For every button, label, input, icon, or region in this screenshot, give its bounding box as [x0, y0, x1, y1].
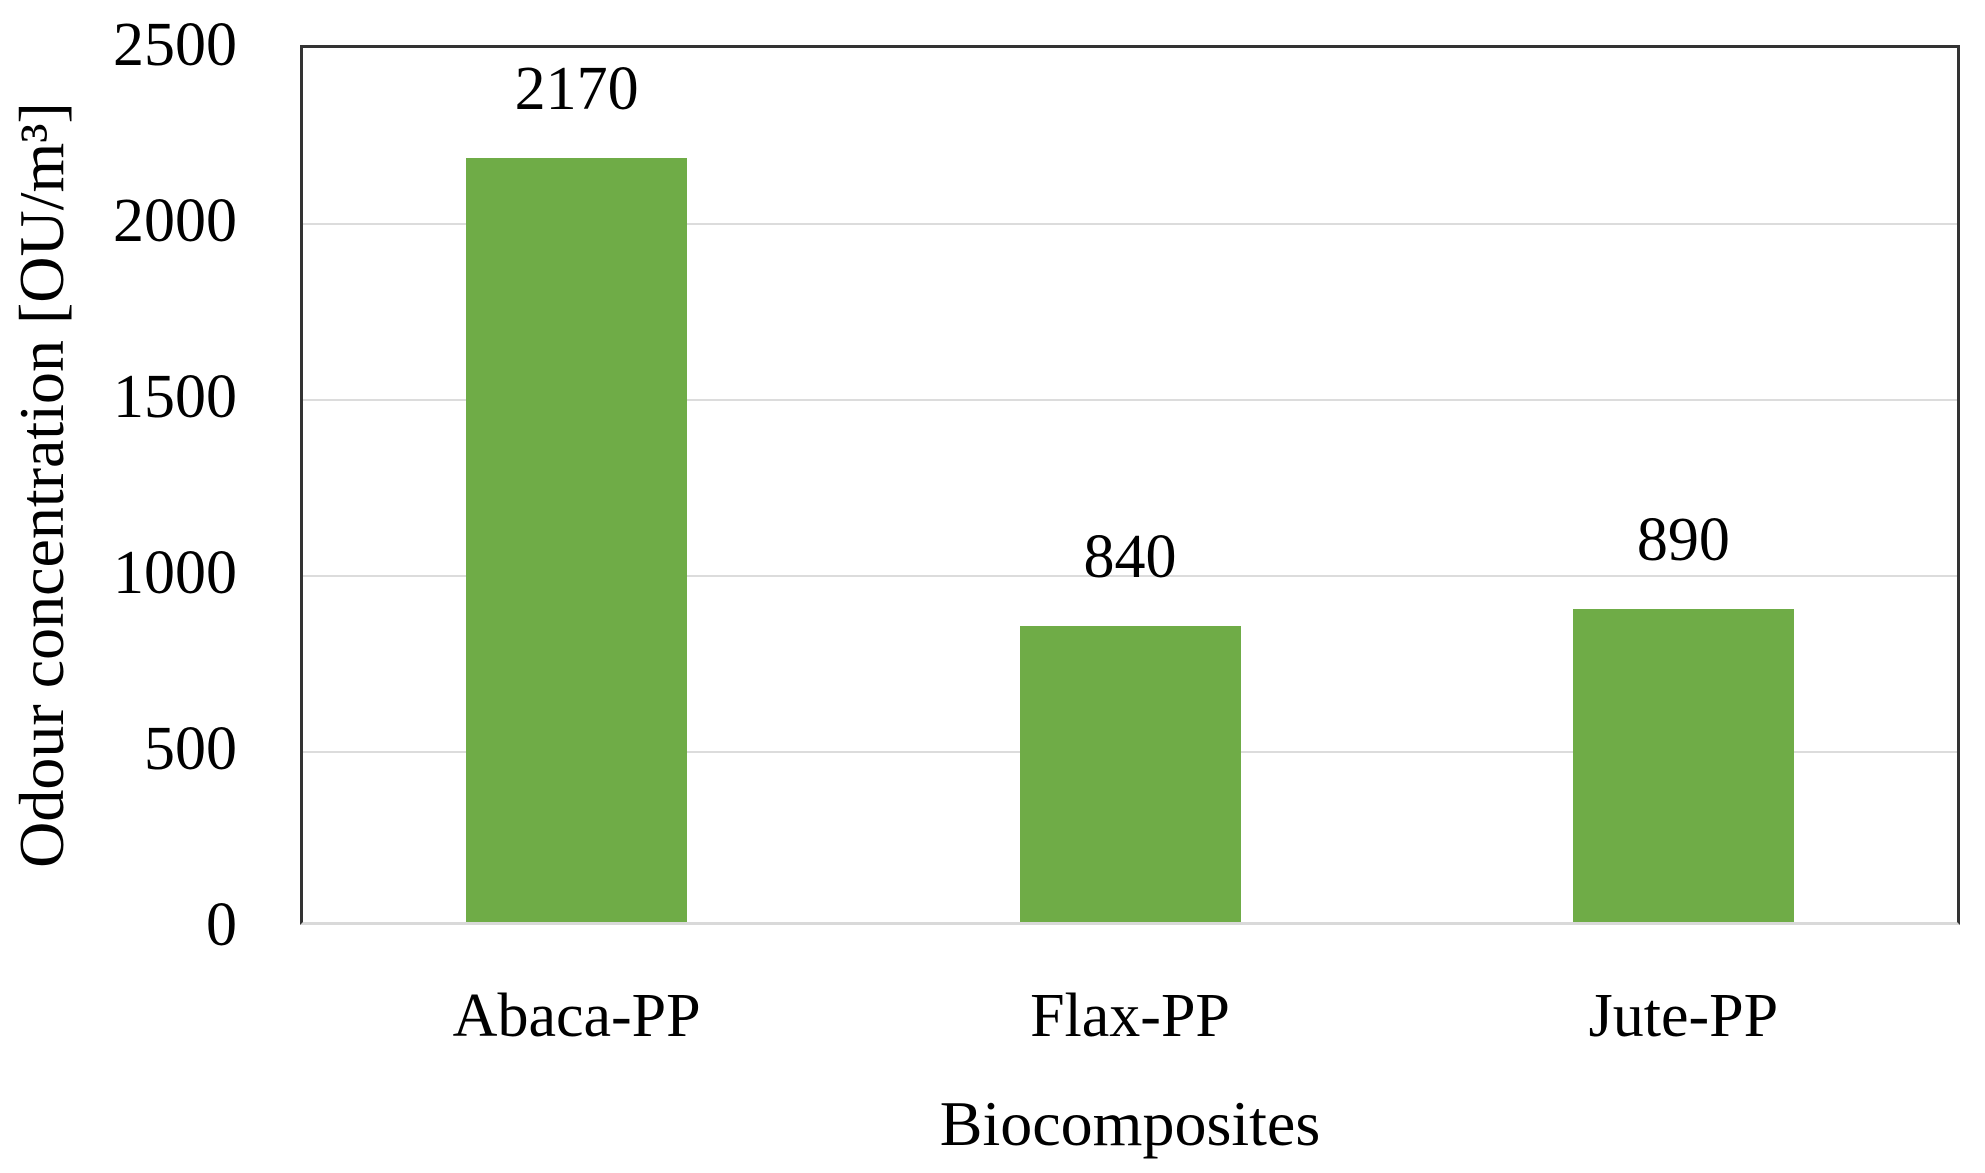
- bar-value-label: 2170: [514, 55, 639, 124]
- bar-jute-pp: [1572, 608, 1794, 922]
- y-tick-label: 1000: [113, 539, 237, 607]
- y-axis-title: Odour concentration [OU/m³]: [6, 102, 77, 868]
- gridline: [303, 575, 1957, 577]
- y-tick-label: 0: [206, 891, 237, 959]
- x-category-label: Flax-PP: [1030, 982, 1230, 1050]
- y-tick-label: 2000: [113, 187, 237, 255]
- bar-value-label: 890: [1636, 505, 1730, 574]
- bar-flax-pp: [1019, 626, 1241, 922]
- plot-area: 2170 840 890: [300, 45, 1960, 925]
- gridline: [303, 399, 1957, 401]
- x-category-label: Abaca-PP: [452, 982, 701, 1050]
- bar-value-label: 840: [1083, 523, 1177, 592]
- gridline: [303, 223, 1957, 225]
- y-tick-label: 2500: [113, 11, 237, 79]
- y-tick-label: 500: [144, 715, 237, 783]
- x-category-label: Jute-PP: [1588, 982, 1779, 1050]
- x-axis-title: Biocomposites: [939, 1088, 1321, 1159]
- y-tick-label: 1500: [113, 363, 237, 431]
- bar-abaca-pp: [466, 158, 688, 922]
